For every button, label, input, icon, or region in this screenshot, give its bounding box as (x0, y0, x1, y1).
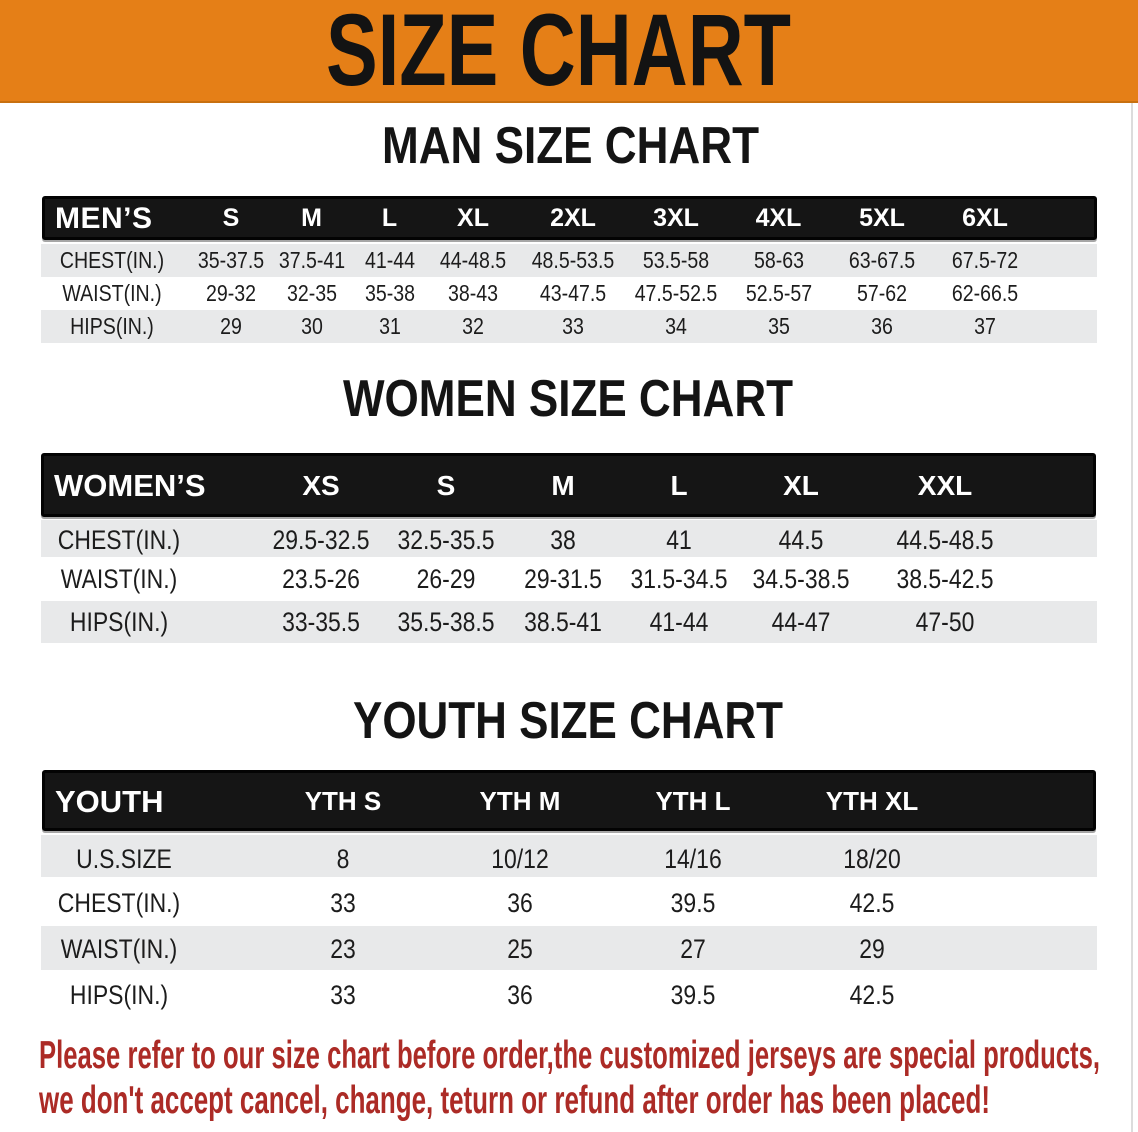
svg-text:MAN SIZE CHART: MAN SIZE CHART (382, 117, 759, 175)
svg-text:Please refer to our size chart: Please refer to our size chart before or… (39, 1034, 1100, 1077)
svg-text:YOUTH SIZE CHART: YOUTH SIZE CHART (353, 692, 783, 750)
svg-text:we don't accept cancel, change: we don't accept cancel, change, teturn o… (38, 1079, 990, 1122)
svg-text:SIZE CHART: SIZE CHART (326, 0, 791, 103)
svg-text:WOMEN SIZE CHART: WOMEN SIZE CHART (343, 370, 793, 428)
